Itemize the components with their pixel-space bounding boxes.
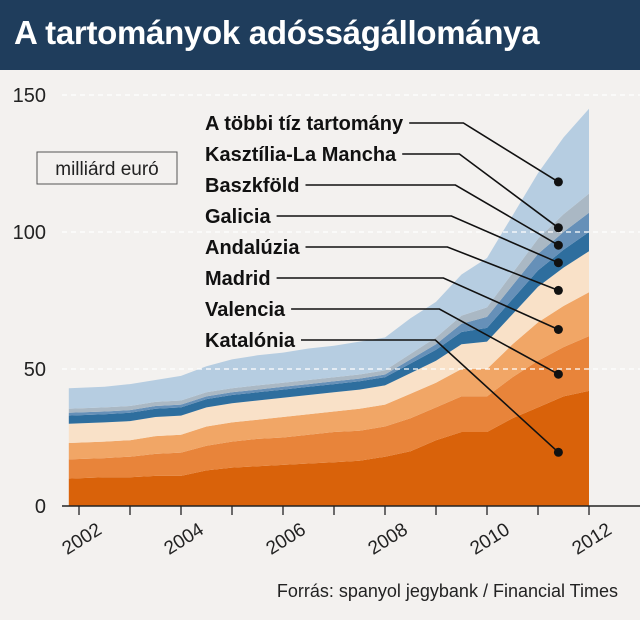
unit-box [36, 151, 178, 185]
leader-line [291, 308, 559, 375]
leader-line [409, 122, 559, 183]
chart: 0 50 100 150 2002 2004 2006 2008 2010 2012 milliár… [13, 85, 640, 559]
x-tick-label: 2006 [263, 519, 310, 559]
series-marker [553, 240, 563, 250]
y-tick-label: 150 [13, 85, 46, 107]
leader-line [276, 215, 559, 264]
x-tick-label: 2008 [365, 519, 412, 559]
x-tick-label: 2002 [59, 519, 106, 559]
y-tick-label: 0 [35, 496, 46, 518]
area-series-2 [68, 336, 590, 479]
leader-line [305, 184, 559, 246]
series-marker [553, 369, 563, 379]
leader-line [276, 277, 559, 331]
series-marker [553, 325, 563, 334]
series-marker [553, 177, 563, 187]
series-label: Galicia [205, 206, 271, 228]
series-label: Madrid [205, 268, 271, 290]
series-marker [553, 285, 563, 295]
series-label: Kasztília-La Mancha [205, 144, 397, 166]
unit-label: milliárd euró [55, 159, 158, 180]
area-series-8 [68, 108, 590, 409]
series-label: Baszkföld [205, 175, 299, 197]
area-series-4 [68, 251, 590, 443]
series-marker [553, 447, 563, 457]
series-marker [553, 258, 563, 268]
source-note: Forrás: spanyol jegybank / Financial Tim… [276, 581, 618, 601]
chart-title: A tartományok adósságállománya [14, 14, 540, 51]
series-label: Andalúzia [205, 237, 300, 259]
series-marker [553, 223, 563, 233]
leader-line [305, 246, 559, 292]
title-bar: A tartományok adósságállománya [0, 0, 640, 70]
area-series-1 [68, 390, 590, 506]
y-tick-label: 100 [13, 222, 46, 244]
y-tick-label: 50 [24, 359, 46, 381]
area-series-5 [68, 232, 590, 424]
x-tick-label: 2004 [161, 519, 208, 559]
area-series-3 [68, 292, 590, 460]
x-tick-label: 2010 [467, 519, 514, 559]
series-label: Katalónia [205, 330, 296, 352]
leader-line [402, 153, 559, 229]
series-label: A többi tíz tartomány [205, 113, 404, 135]
leader-line [301, 339, 559, 453]
series-label: Valencia [205, 299, 286, 321]
x-tick-label: 2012 [569, 519, 616, 559]
